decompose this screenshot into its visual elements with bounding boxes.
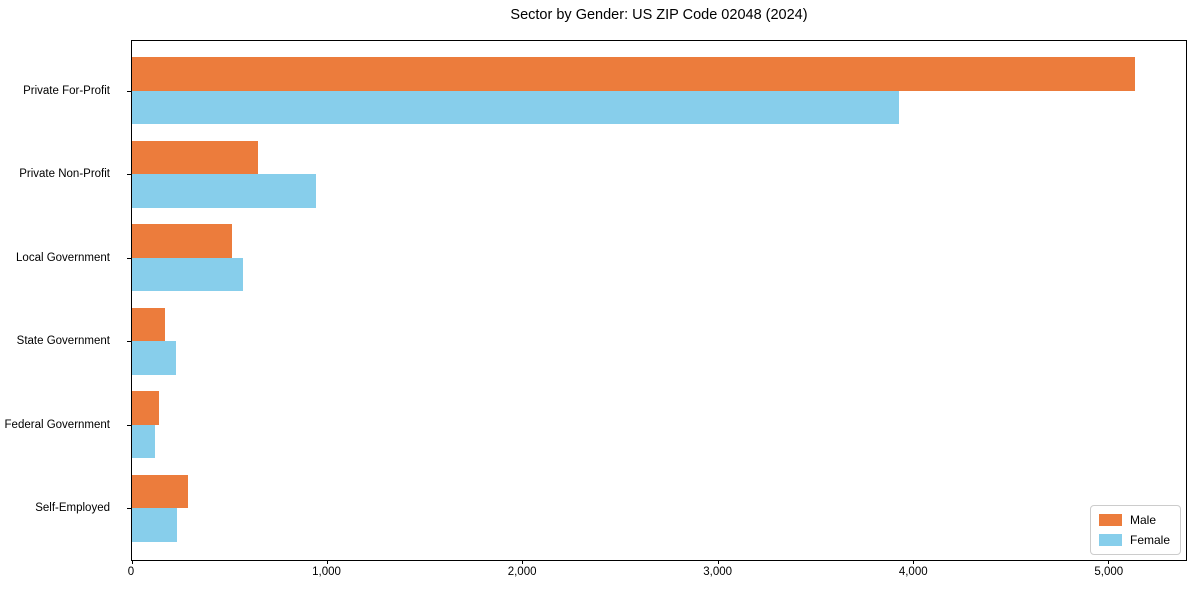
x-axis-tick: [132, 560, 133, 564]
male-bar: [132, 224, 232, 258]
y-axis-label: Federal Government: [4, 418, 110, 431]
y-axis-label: Local Government: [16, 251, 110, 264]
y-axis-label: Private Non-Profit: [19, 168, 110, 181]
x-axis-tick-label: 1,000: [312, 566, 341, 578]
y-axis-tick: [127, 341, 131, 343]
female-bar: [132, 508, 177, 542]
legend-label: Female: [1129, 533, 1170, 547]
x-axis-tick-label: 3,000: [703, 566, 733, 578]
bar-group-federal-government: Federal Government: [5, 383, 1186, 467]
y-axis-tick: [127, 508, 131, 510]
x-axis-tick: [912, 560, 914, 564]
plot-area: Private For-Profit Private Non-Profit Loca…: [5, 40, 1187, 564]
male-bar: [132, 140, 258, 175]
y-axis-tick: [127, 90, 131, 92]
bar-group-local-government: Local Government: [16, 216, 1186, 300]
x-axis-tick: [327, 560, 329, 564]
male-bar: [132, 57, 1136, 91]
male-bar: [132, 474, 188, 509]
bar-rows-container: Private For-Profit Private Non-Profit Loca…: [5, 41, 1186, 560]
female-bar: [132, 90, 900, 125]
legend-label: Male: [1129, 513, 1156, 527]
x-axis-tick-label: 4,000: [898, 566, 928, 578]
female-bar: [132, 341, 176, 375]
y-axis-tick: [127, 174, 131, 176]
x-axis-tick-label: 5,000: [1094, 566, 1124, 578]
y-axis-tick: [127, 257, 131, 259]
x-axis-tick: [522, 560, 524, 564]
female-bar: [132, 424, 156, 459]
y-axis-label: Private For-Profit: [23, 84, 110, 97]
x-axis-tick: [717, 560, 719, 564]
y-axis-label: State Government: [16, 335, 110, 348]
male-bar: [132, 307, 166, 342]
male-bar: [132, 391, 160, 425]
legend-item-female: Female: [1098, 533, 1170, 547]
bar-group-private-non-profit: Private Non-Profit: [19, 133, 1186, 217]
x-axis-tick-label: 2,000: [507, 566, 537, 578]
x-axis-tick-label: 0: [127, 566, 135, 578]
female-bar: [132, 257, 244, 292]
bar-group-state-government: State Government: [17, 300, 1186, 384]
y-axis-label: Self-Employed: [35, 502, 110, 515]
legend-item-male: Male: [1098, 513, 1170, 527]
legend: Male Female: [1089, 505, 1181, 555]
chart-title: Sector by Gender: US ZIP Code 02048 (202…: [510, 7, 808, 23]
female-swatch-icon: [1098, 534, 1122, 546]
female-bar: [132, 174, 317, 208]
bar-group-self-employed: Self-Employed: [35, 467, 1186, 551]
male-swatch-icon: [1098, 514, 1122, 526]
bar-group-private-for-profit: Private For-Profit: [23, 49, 1186, 133]
y-axis-tick: [127, 424, 131, 426]
x-axis-tick: [1107, 560, 1109, 564]
